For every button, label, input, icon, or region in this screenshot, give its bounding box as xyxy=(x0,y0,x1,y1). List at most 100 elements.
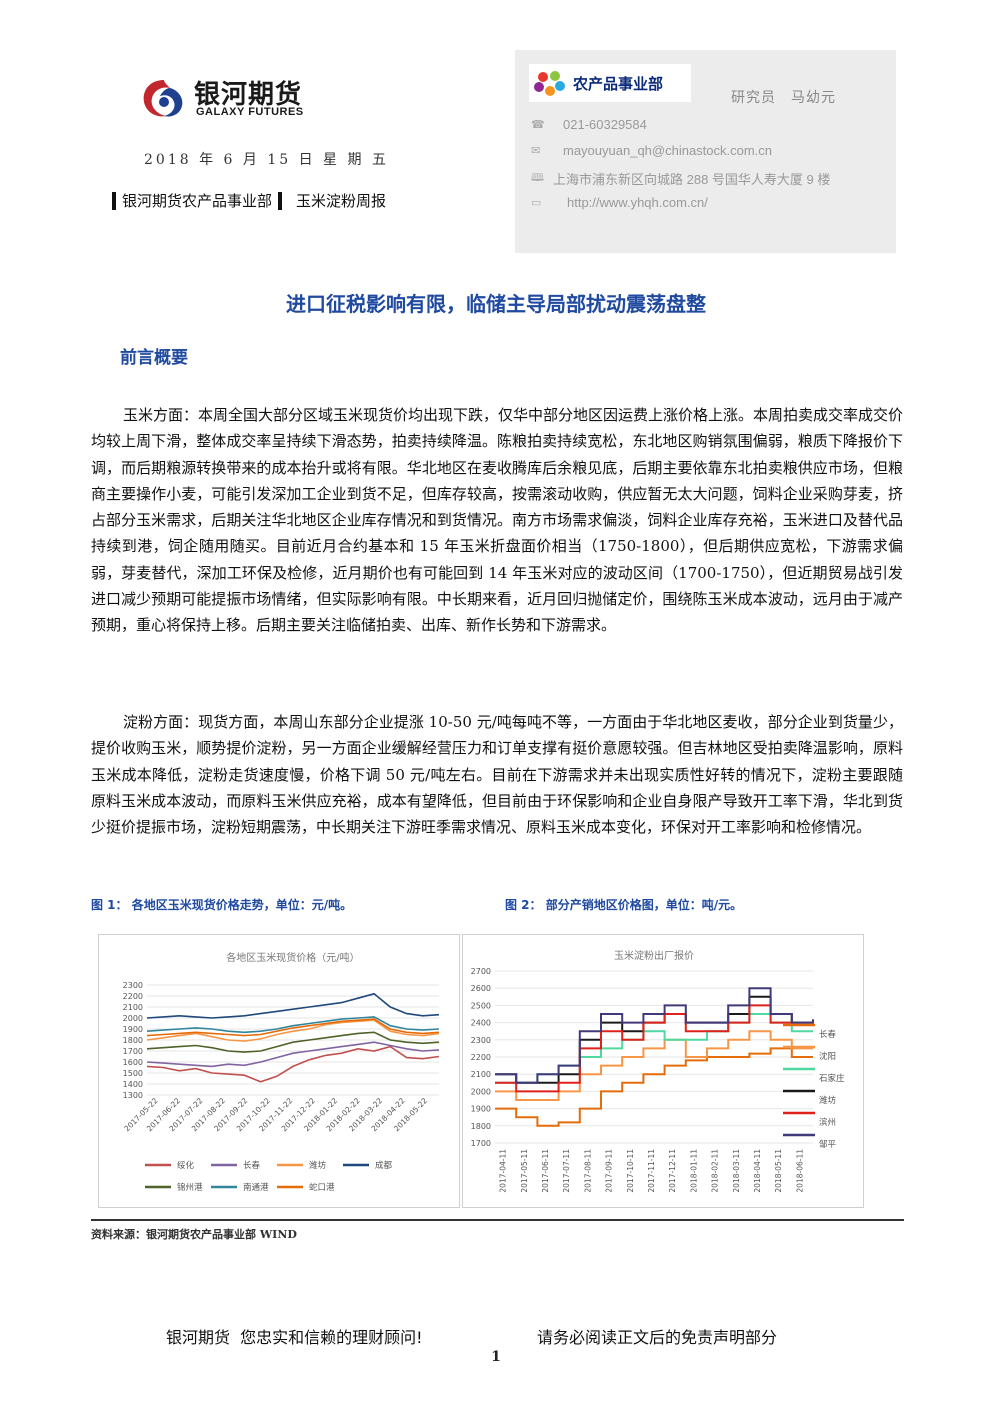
report-title: 进口征税影响有限，临储主导局部扰动震荡盘整 xyxy=(286,292,706,316)
series-line-长春 xyxy=(495,1047,813,1127)
starch-price-chart: 玉米淀粉出厂报价 1700 1800 1900 2000 2100 2200 2300 2400… xyxy=(471,949,845,1193)
y-tick-label: 1300 xyxy=(123,1091,143,1100)
website-row: ▭ http://www.yhqh.com.cn/ xyxy=(531,195,708,210)
footer-disclaimer: 请务必阅读正文后的免责声明部分 xyxy=(537,1328,778,1347)
legend-label: 绥化 xyxy=(177,1160,195,1171)
report-name: 玉米淀粉周报 xyxy=(296,192,387,210)
y-tick-label: 2000 xyxy=(123,1014,143,1023)
logo-english-name: GALAXY FUTURES xyxy=(196,106,304,118)
x-tick-label: 2018-03-11 xyxy=(732,1149,741,1193)
legend-label: 邹平 xyxy=(819,1139,837,1150)
series-line-潍坊 xyxy=(146,1019,440,1042)
x-tick-label: 2017-06-11 xyxy=(541,1149,550,1193)
website-link[interactable]: http://www.yhqh.com.cn/ xyxy=(567,195,708,210)
legend-label: 南通港 xyxy=(243,1182,269,1193)
x-tick-label: 2017-11-11 xyxy=(647,1149,656,1193)
logo-chinese-name: 银河期货 xyxy=(194,80,303,110)
x-tick-label: 2018-02-11 xyxy=(711,1149,720,1193)
series-line-沈阳 xyxy=(495,1030,813,1101)
y-tick-label: 1700 xyxy=(471,1139,491,1148)
x-tick-label: 2017-12-11 xyxy=(668,1149,677,1193)
email-address[interactable]: mayouyuan_qh@chinastock.com.cn xyxy=(563,143,773,158)
dept-badge-label: 农产品事业部 xyxy=(573,75,664,93)
y-tick-label: 2200 xyxy=(123,992,143,1001)
address-row: 🕮 上海市浦东新区向城路 288 号国华人寿大厦 9 楼 xyxy=(531,169,830,188)
divider-bar xyxy=(278,191,283,210)
x-tick-label: 2018-06-11 xyxy=(795,1149,804,1193)
corn-price-chart: 各地区玉米现货价格（元/吨） 1300 1400 1500 1600 1700 1800 19… xyxy=(122,951,440,1193)
analyst: 研究员 马幼元 xyxy=(731,90,836,106)
figure2-caption: 图 2： 部分产销地区价格图，单位：吨/元。 xyxy=(505,898,743,912)
phone-icon: ☎ xyxy=(531,119,545,131)
page-number: 1 xyxy=(491,1349,501,1365)
dept-badge: 农产品事业部 xyxy=(529,64,691,102)
series-line-邹平 xyxy=(495,987,814,1084)
footer-slogan: 银河期货 您忠实和信赖的理财顾问! xyxy=(166,1328,423,1347)
y-tick-label: 2600 xyxy=(471,984,491,993)
chart-title: 各地区玉米现货价格（元/吨） xyxy=(226,951,359,964)
y-tick-label: 2000 xyxy=(471,1087,491,1096)
y-tick-label: 1400 xyxy=(123,1080,143,1089)
y-tick-label: 1700 xyxy=(123,1047,143,1056)
x-tick-label: 2017-05-11 xyxy=(520,1149,529,1193)
x-tick-label: 2018-05-11 xyxy=(774,1149,783,1193)
y-tick-label: 1900 xyxy=(123,1025,143,1034)
y-tick-label: 2400 xyxy=(471,1019,491,1028)
email-row: ✉ mayouyuan_qh@chinastock.com.cn xyxy=(531,143,772,158)
legend-label: 成都 xyxy=(375,1160,393,1171)
data-source: 资料来源：银河期货农产品事业部 WIND xyxy=(91,1228,297,1241)
y-tick-label: 1600 xyxy=(123,1058,143,1067)
y-tick-label: 1900 xyxy=(471,1105,491,1114)
series-line-长春 xyxy=(146,1041,440,1068)
series-line-南通港 xyxy=(146,1016,440,1034)
y-tick-label: 2300 xyxy=(471,1036,491,1045)
divider-bar xyxy=(112,191,116,210)
corn-paragraph: 玉米方面：本周全国大部分区域玉米现货价均出现下跌，仅华中部分地区因运费上涨价格上… xyxy=(91,406,904,635)
contact-box: 农产品事业部 研究员 马幼元 ☎ 021-60329584 ✉ mayouyua… xyxy=(515,50,896,253)
legend-label: 潍坊 xyxy=(309,1160,327,1171)
phone-row: ☎ 021-60329584 xyxy=(531,117,647,132)
y-tick-label: 2300 xyxy=(123,981,143,990)
chart1-box: 各地区玉米现货价格（元/吨） 1300 1400 1500 1600 1700 1800 19… xyxy=(98,934,460,1208)
dept-name: 银河期货农产品事业部 xyxy=(122,192,273,210)
chart2-box: 玉米淀粉出厂报价 1700 1800 1900 2000 2100 2200 2300 2400… xyxy=(462,934,864,1208)
y-tick-label: 2500 xyxy=(471,1001,491,1010)
series-line-锦州港 xyxy=(146,1031,440,1053)
book-icon: 🕮 xyxy=(531,172,544,184)
dept-line: 银河期货农产品事业部 玉米淀粉周报 xyxy=(112,190,386,211)
starch-paragraph: 淀粉方面：现货方面，本周山东部分企业提涨 10-50 元/吨每吨不等，一方面由于… xyxy=(91,713,903,837)
x-tick-label: 2018-04-11 xyxy=(753,1149,762,1193)
x-tick-label: 2017-09-11 xyxy=(605,1149,614,1193)
mail-icon: ✉ xyxy=(531,145,541,157)
legend-label: 长春 xyxy=(819,1029,837,1040)
galaxy-logo-icon xyxy=(143,80,183,117)
x-tick-label: 2017-04-11 xyxy=(499,1149,508,1193)
report-date: 2018 年 6 月 15 日 星 期 五 xyxy=(144,152,389,168)
series-line-蛇口港 xyxy=(146,1018,440,1037)
legend-label: 潍坊 xyxy=(819,1095,837,1106)
legend-label: 滨州 xyxy=(819,1117,836,1128)
y-tick-label: 2700 xyxy=(471,967,491,976)
legend-label: 长春 xyxy=(243,1160,261,1171)
y-tick-label: 1800 xyxy=(123,1036,143,1045)
x-tick-label: 2017-10-11 xyxy=(626,1149,635,1193)
y-tick-label: 1500 xyxy=(123,1069,143,1078)
legend-label: 蛇口港 xyxy=(309,1182,335,1193)
chart-title: 玉米淀粉出厂报价 xyxy=(614,949,694,962)
x-tick-label: 2017-07-11 xyxy=(562,1149,571,1193)
address: 上海市浦东新区向城路 288 号国华人寿大厦 9 楼 xyxy=(553,172,831,187)
legend-label: 锦州港 xyxy=(177,1182,203,1193)
x-tick-label: 2018-01-11 xyxy=(689,1149,698,1193)
computer-icon: ▭ xyxy=(531,197,542,209)
y-tick-label: 2100 xyxy=(123,1003,143,1012)
y-tick-label: 2100 xyxy=(471,1070,491,1079)
y-tick-label: 2200 xyxy=(471,1053,491,1062)
legend-label: 沈阳 xyxy=(819,1051,836,1062)
source-divider xyxy=(91,1219,904,1221)
company-logo: 银河期货 GALAXY FUTURES xyxy=(140,70,340,130)
flower-logo-icon xyxy=(534,71,565,96)
section-title: 前言概要 xyxy=(120,348,188,368)
legend-label: 石家庄 xyxy=(819,1073,845,1084)
x-tick-label: 2017-08-11 xyxy=(583,1149,592,1193)
figure1-caption: 图 1： 各地区玉米现货价格走势，单位：元/吨。 xyxy=(91,898,353,912)
